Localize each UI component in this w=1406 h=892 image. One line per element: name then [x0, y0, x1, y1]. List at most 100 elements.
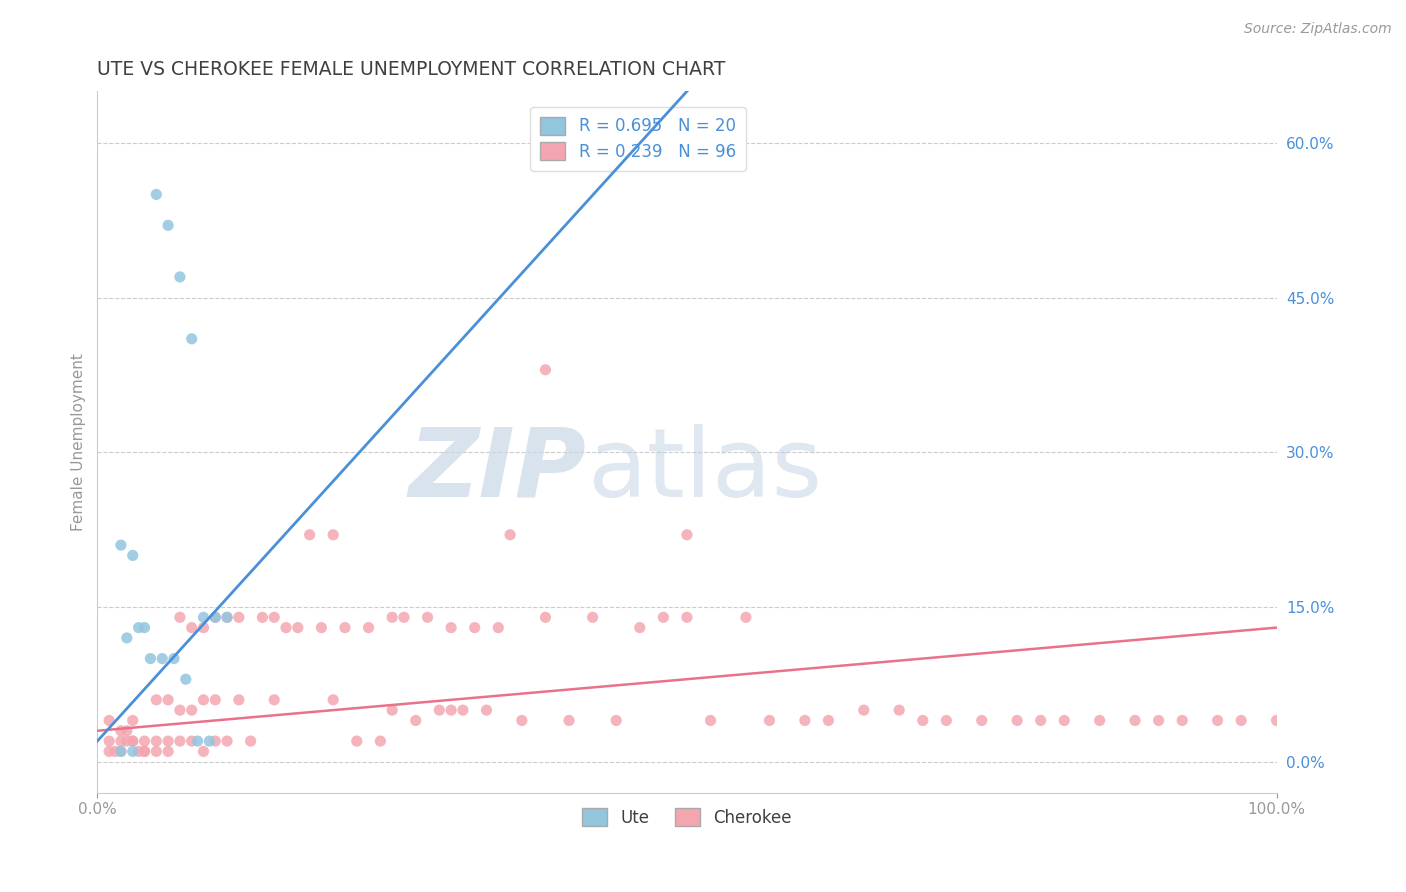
Point [198, 734, 221, 748]
Point [357, 621, 380, 635]
Point [139, 651, 162, 665]
Point [758, 714, 780, 728]
Point [534, 610, 557, 624]
Point [1029, 714, 1052, 728]
Point [121, 734, 143, 748]
Point [157, 734, 180, 748]
Point [193, 693, 215, 707]
Point [193, 621, 215, 635]
Point [817, 714, 839, 728]
Point [311, 621, 333, 635]
Point [128, 621, 150, 635]
Point [115, 723, 138, 738]
Point [134, 621, 156, 635]
Point [298, 528, 321, 542]
Point [145, 693, 167, 707]
Point [169, 734, 191, 748]
Point [440, 703, 463, 717]
Point [793, 714, 815, 728]
Point [204, 693, 226, 707]
Point [699, 714, 721, 728]
Point [381, 610, 404, 624]
Point [180, 332, 202, 346]
Point [346, 734, 368, 748]
Point [1147, 714, 1170, 728]
Point [652, 610, 675, 624]
Point [134, 734, 156, 748]
Point [486, 621, 509, 635]
Point [239, 734, 262, 748]
Point [157, 693, 180, 707]
Point [510, 714, 533, 728]
Point [115, 734, 138, 748]
Point [204, 610, 226, 624]
Point [1171, 714, 1194, 728]
Point [735, 610, 758, 624]
Point [180, 703, 202, 717]
Point [1265, 714, 1288, 728]
Point [157, 744, 180, 758]
Point [405, 714, 427, 728]
Point [128, 744, 150, 758]
Point [381, 703, 404, 717]
Y-axis label: Female Unemployment: Female Unemployment [72, 353, 86, 531]
Point [416, 610, 439, 624]
Point [193, 610, 215, 624]
Point [1206, 714, 1229, 728]
Point [110, 744, 132, 758]
Text: UTE VS CHEROKEE FEMALE UNEMPLOYMENT CORRELATION CHART: UTE VS CHEROKEE FEMALE UNEMPLOYMENT CORR… [97, 60, 725, 78]
Point [134, 744, 156, 758]
Text: Source: ZipAtlas.com: Source: ZipAtlas.com [1244, 22, 1392, 37]
Point [169, 610, 191, 624]
Point [1123, 714, 1146, 728]
Point [427, 703, 450, 717]
Point [274, 621, 297, 635]
Point [215, 610, 238, 624]
Point [98, 714, 121, 728]
Point [215, 734, 238, 748]
Point [150, 651, 173, 665]
Point [370, 734, 392, 748]
Legend: Ute, Cherokee: Ute, Cherokee [575, 801, 799, 833]
Point [628, 621, 651, 635]
Point [1230, 714, 1253, 728]
Point [605, 714, 627, 728]
Point [110, 744, 132, 758]
Point [121, 714, 143, 728]
Point [110, 734, 132, 748]
Point [252, 610, 274, 624]
Point [98, 744, 121, 758]
Point [558, 714, 581, 728]
Point [1005, 714, 1028, 728]
Point [464, 621, 486, 635]
Point [970, 714, 993, 728]
Point [121, 549, 143, 563]
Point [911, 714, 934, 728]
Point [852, 703, 875, 717]
Point [1088, 714, 1111, 728]
Point [145, 187, 167, 202]
Point [499, 528, 522, 542]
Point [145, 744, 167, 758]
Point [121, 734, 143, 748]
Point [263, 693, 285, 707]
Point [115, 631, 138, 645]
Point [287, 621, 309, 635]
Point [174, 672, 197, 686]
Point [228, 693, 250, 707]
Point [204, 734, 226, 748]
Point [193, 744, 215, 758]
Point [145, 734, 167, 748]
Point [180, 621, 202, 635]
Point [475, 703, 498, 717]
Text: ZIP: ZIP [409, 424, 586, 516]
Point [104, 744, 127, 758]
Point [134, 744, 156, 758]
Point [889, 703, 911, 717]
Point [333, 621, 356, 635]
Point [322, 693, 344, 707]
Point [98, 734, 121, 748]
Point [187, 734, 209, 748]
Point [263, 610, 285, 624]
Point [169, 269, 191, 284]
